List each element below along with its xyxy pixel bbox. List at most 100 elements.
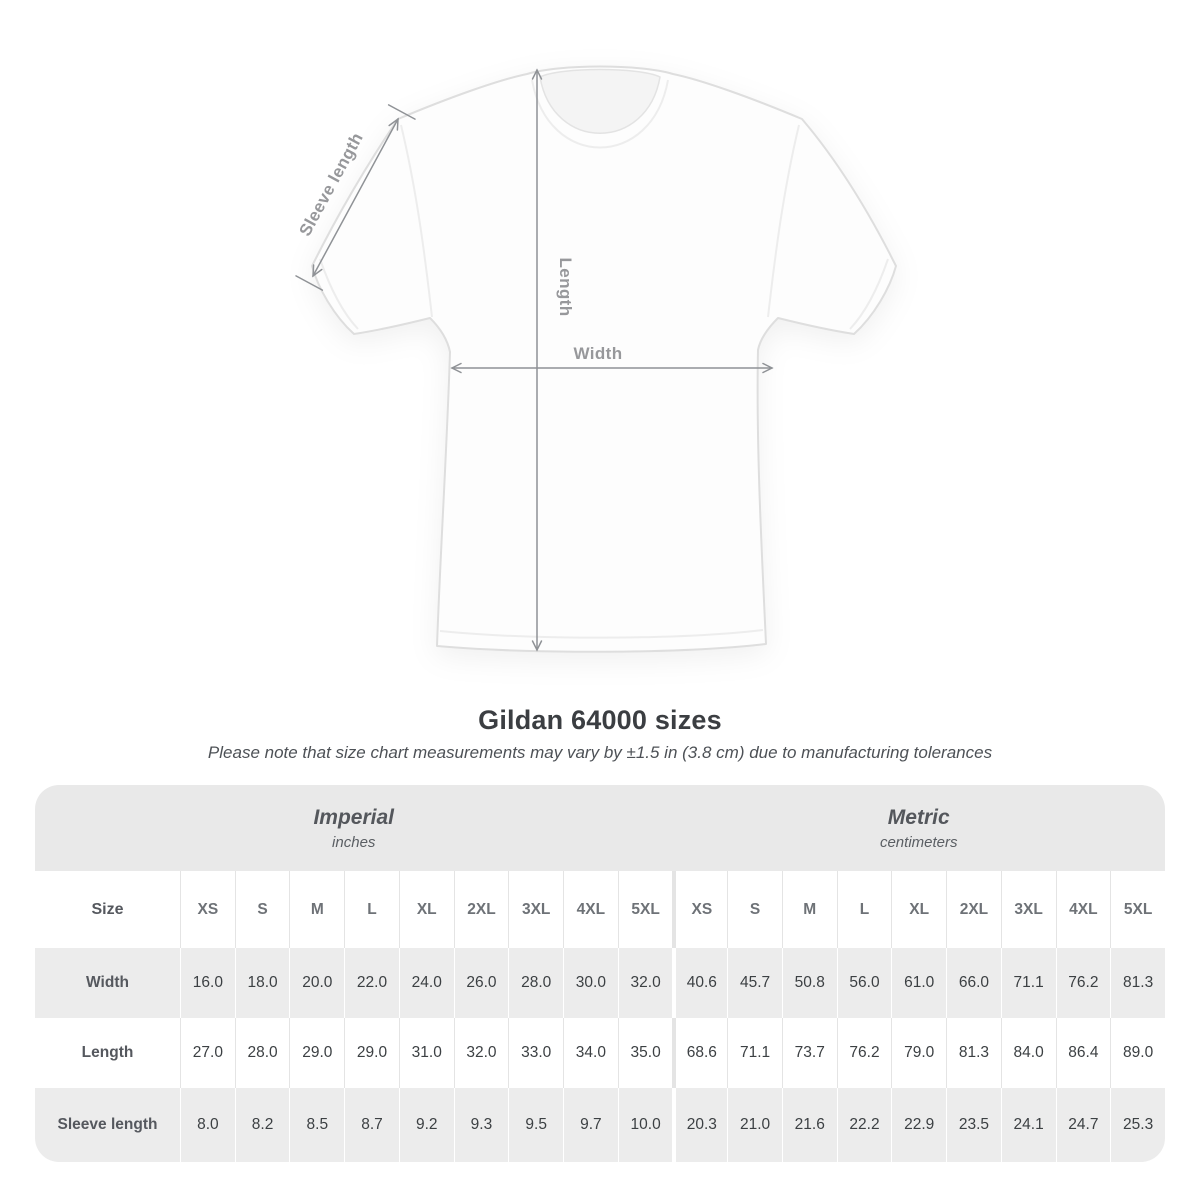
size-col-header: 3XL: [508, 871, 564, 948]
value-cell: 9.7: [563, 1088, 618, 1162]
value-cell: 26.0: [453, 948, 509, 1018]
tshirt-shape: [311, 65, 897, 653]
value-cell: 22.9: [891, 1088, 947, 1162]
value-cell: 28.0: [508, 948, 564, 1018]
value-cell: 22.0: [344, 948, 399, 1018]
size-header-row: Size XS S M L XL 2XL 3XL 4XL 5XL XS S M …: [35, 871, 1165, 948]
value-cell: 34.0: [563, 1018, 618, 1088]
value-cell: 71.1: [727, 1018, 782, 1088]
sleeve-length-arrow: [295, 104, 416, 291]
value-cell: 30.0: [563, 948, 618, 1018]
size-chart-container: Imperial inches Metric centimeters Size …: [35, 785, 1165, 1162]
value-cell: 8.7: [344, 1088, 399, 1162]
value-cell: 8.0: [180, 1088, 235, 1162]
value-cell: 81.3: [1110, 948, 1165, 1018]
value-cell: 71.1: [1000, 948, 1056, 1018]
value-cell: 9.2: [398, 1088, 454, 1162]
size-col-header: 4XL: [563, 871, 618, 948]
value-cell: 40.6: [672, 948, 728, 1018]
value-cell: 29.0: [289, 1018, 345, 1088]
size-corner-header: Size: [35, 871, 180, 948]
value-cell: 27.0: [180, 1018, 235, 1088]
metric-group-header: Metric centimeters: [672, 785, 1165, 871]
value-cell: 84.0: [1000, 1018, 1056, 1088]
value-cell: 9.3: [453, 1088, 509, 1162]
value-cell: 86.4: [1055, 1018, 1111, 1088]
imperial-group-unit: inches: [332, 833, 376, 851]
value-cell: 76.2: [1055, 948, 1111, 1018]
value-cell: 8.5: [289, 1088, 345, 1162]
value-cell: 23.5: [946, 1088, 1001, 1162]
value-cell: 31.0: [398, 1018, 454, 1088]
size-col-header: XS: [672, 871, 728, 948]
size-col-header: XL: [398, 871, 454, 948]
value-cell: 33.0: [508, 1018, 564, 1088]
length-arrow: [531, 68, 543, 652]
value-cell: 16.0: [180, 948, 235, 1018]
value-cell: 20.0: [289, 948, 345, 1018]
row-label-length: Length: [35, 1018, 180, 1088]
value-cell: 45.7: [727, 948, 782, 1018]
page-subtitle: Please note that size chart measurements…: [207, 743, 993, 762]
value-cell: 22.2: [836, 1088, 892, 1162]
value-cell: 24.0: [398, 948, 454, 1018]
value-cell: 89.0: [1110, 1018, 1165, 1088]
imperial-group-title: Imperial: [313, 806, 394, 830]
value-cell: 24.7: [1055, 1088, 1111, 1162]
metric-group-title: Metric: [887, 806, 950, 830]
size-col-header: M: [781, 871, 837, 948]
size-col-header: 4XL: [1055, 871, 1111, 948]
tshirt-illustration: [311, 65, 897, 653]
value-cell: 66.0: [946, 948, 1001, 1018]
size-col-header: S: [234, 871, 290, 948]
value-cell: 35.0: [617, 1018, 673, 1088]
value-cell: 29.0: [344, 1018, 399, 1088]
table-row-width: Width 16.0 18.0 20.0 22.0 24.0 26.0 28.0…: [35, 948, 1165, 1018]
length-label: Length: [556, 257, 575, 316]
seam-lines: [319, 79, 889, 639]
size-col-header: L: [836, 871, 892, 948]
imperial-group-header: Imperial inches: [35, 785, 673, 871]
value-cell: 21.6: [781, 1088, 837, 1162]
value-cell: 20.3: [672, 1088, 728, 1162]
value-cell: 10.0: [617, 1088, 673, 1162]
row-label-sleeve-length: Sleeve length: [35, 1088, 180, 1162]
size-col-header: 2XL: [946, 871, 1001, 948]
width-arrow: [450, 362, 774, 374]
value-cell: 76.2: [836, 1018, 892, 1088]
size-col-header: 5XL: [617, 871, 673, 948]
row-label-width: Width: [35, 948, 180, 1018]
value-cell: 81.3: [946, 1018, 1001, 1088]
value-cell: 32.0: [617, 948, 673, 1018]
width-label: Width: [573, 344, 622, 363]
value-cell: 32.0: [453, 1018, 509, 1088]
collar-opening: [539, 68, 661, 134]
value-cell: 8.2: [234, 1088, 290, 1162]
table-row-length: Length 27.0 28.0 29.0 29.0 31.0 32.0 33.…: [35, 1018, 1165, 1088]
value-cell: 9.5: [508, 1088, 564, 1162]
size-col-header: 5XL: [1110, 871, 1165, 948]
size-col-header: L: [344, 871, 399, 948]
unit-group-header-row: Imperial inches Metric centimeters: [35, 785, 1165, 871]
value-cell: 21.0: [727, 1088, 782, 1162]
value-cell: 61.0: [891, 948, 947, 1018]
metric-group-unit: centimeters: [879, 833, 958, 851]
value-cell: 50.8: [781, 948, 837, 1018]
value-cell: 56.0: [836, 948, 892, 1018]
value-cell: 24.1: [1000, 1088, 1056, 1162]
size-col-header: XS: [180, 871, 235, 948]
value-cell: 68.6: [672, 1018, 728, 1088]
size-col-header: 2XL: [453, 871, 509, 948]
size-col-header: 3XL: [1000, 871, 1056, 948]
value-cell: 79.0: [891, 1018, 947, 1088]
table-row-sleeve-length: Sleeve length 8.0 8.2 8.5 8.7 9.2 9.3 9.…: [35, 1088, 1165, 1162]
tshirt-diagram: Length Width Sleeve length: [295, 65, 897, 653]
size-col-header: XL: [891, 871, 947, 948]
size-col-header: M: [289, 871, 345, 948]
value-cell: 28.0: [234, 1018, 290, 1088]
value-cell: 25.3: [1110, 1088, 1165, 1162]
value-cell: 73.7: [781, 1018, 837, 1088]
size-col-header: S: [727, 871, 782, 948]
page-title: Gildan 64000 sizes: [478, 705, 722, 735]
